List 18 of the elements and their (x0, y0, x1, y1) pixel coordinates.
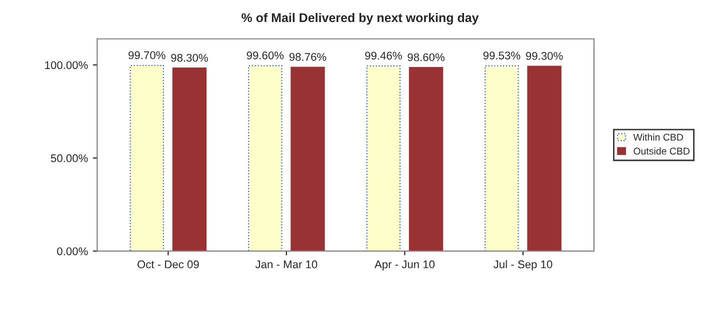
y-tick-label: 100.00% (45, 61, 88, 70)
data-label: 98.60% (408, 53, 444, 62)
x-tick-label: Jul - Sep 10 (494, 260, 552, 270)
data-label: 99.46% (365, 52, 402, 60)
chart-title: % of Mail Delivered by next working day (242, 12, 479, 25)
data-label: 99.30% (526, 52, 563, 60)
x-tick-label: Oct - Dec 09 (138, 260, 199, 268)
legend-label: Outside CBD (634, 147, 690, 155)
data-label: 98.30% (171, 54, 208, 62)
data-label: 99.60% (246, 51, 284, 60)
y-tick-label: 50.00% (50, 154, 88, 162)
y-tick-label: 0.00% (57, 247, 88, 256)
data-label: 99.70% (128, 51, 166, 60)
legend-label: Within CBD (633, 133, 683, 141)
x-tick-label: Jan - Mar 10 (255, 260, 318, 268)
data-label: 99.53% (483, 52, 520, 60)
data-label: 98.76% (289, 53, 326, 61)
x-tick-label: Apr - Jun 10 (374, 260, 435, 270)
